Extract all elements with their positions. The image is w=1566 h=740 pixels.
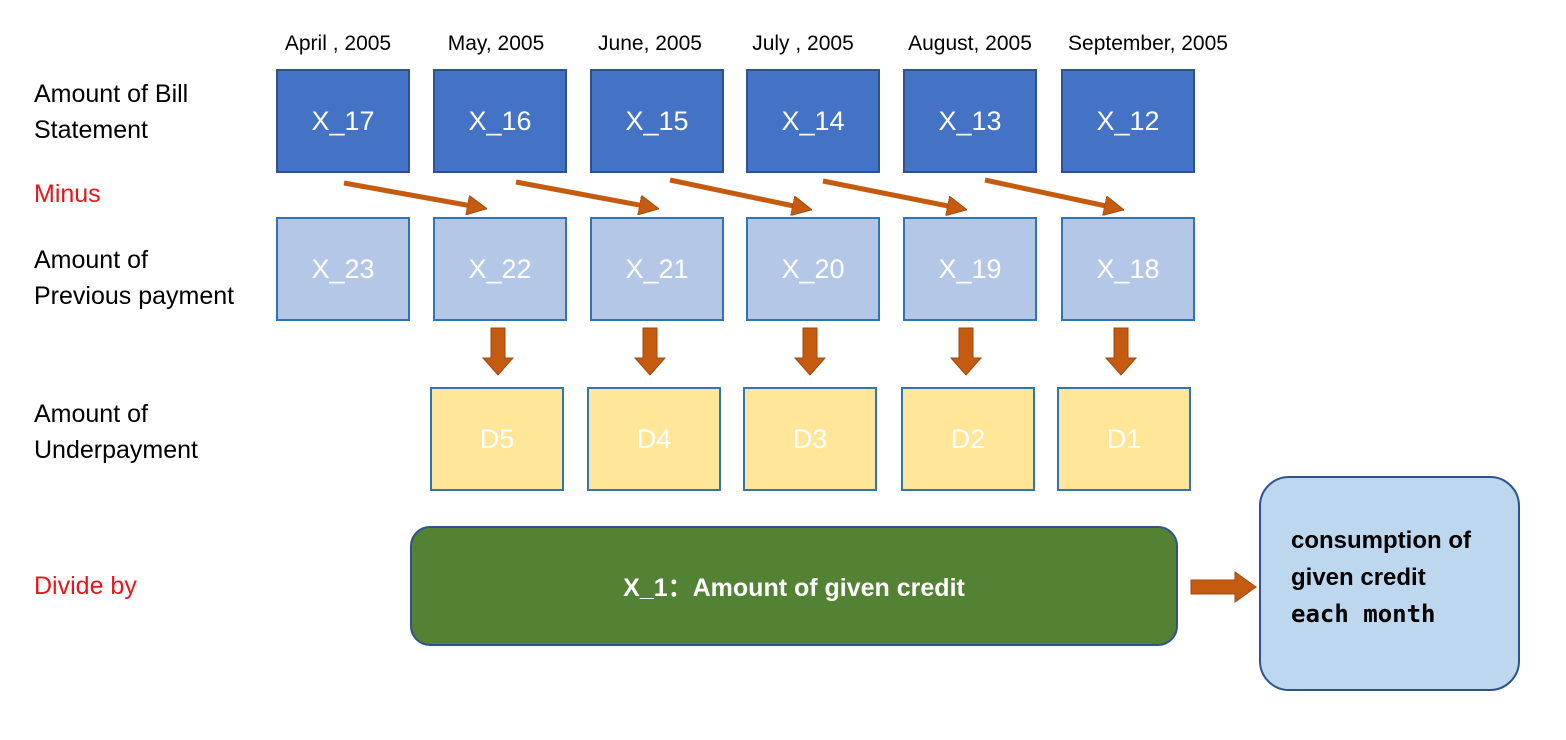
month-header-september: September, 2005 xyxy=(1068,32,1228,55)
month-header-april: April , 2005 xyxy=(284,32,392,55)
month-header-august: August, 2005 xyxy=(908,32,1032,55)
underpayment-box-d5: D5 xyxy=(430,387,564,491)
row-label-bill-line1: Amount of Bill xyxy=(34,80,189,108)
bill-box-x12: X_12 xyxy=(1061,69,1195,173)
row-label-underpayment-line2: Underpayment xyxy=(34,436,198,464)
month-header-june: June, 2005 xyxy=(598,32,702,55)
payment-box-x18: X_18 xyxy=(1061,217,1195,321)
underpayment-box-d1: D1 xyxy=(1057,387,1191,491)
diagonal-arrow-5 xyxy=(984,177,1120,209)
result-box-line1: consumption of xyxy=(1291,527,1471,554)
label-divide-by: Divide by xyxy=(34,572,137,600)
down-arrow-1 xyxy=(481,327,515,376)
diagonal-arrow-4 xyxy=(822,178,963,209)
underpayment-box-d4: D4 xyxy=(587,387,721,491)
diagonal-arrow-1 xyxy=(343,180,483,208)
row-label-payment-line1: Amount of xyxy=(34,246,148,274)
bill-box-x13: X_13 xyxy=(903,69,1037,173)
diagonal-arrow-3 xyxy=(669,177,808,209)
bill-box-x17: X_17 xyxy=(276,69,410,173)
payment-box-x21: X_21 xyxy=(590,217,724,321)
row-label-payment-line2: Previous payment xyxy=(34,282,235,310)
credit-box: X_1：Amount of given credit xyxy=(410,526,1178,646)
label-minus: Minus xyxy=(34,180,101,208)
right-arrow-to-result xyxy=(1190,571,1257,603)
bill-box-x14: X_14 xyxy=(746,69,880,173)
down-arrow-4 xyxy=(949,327,983,376)
down-arrow-2 xyxy=(633,327,667,376)
result-box-line2: given credit xyxy=(1291,564,1426,591)
down-arrow-3 xyxy=(793,327,827,376)
bill-box-x15: X_15 xyxy=(590,69,724,173)
down-arrow-5 xyxy=(1104,327,1138,376)
payment-box-x22: X_22 xyxy=(433,217,567,321)
result-box: consumption of given credit each month xyxy=(1259,476,1520,691)
row-label-underpayment: Amount of Underpayment xyxy=(34,396,198,468)
month-header-july: July , 2005 xyxy=(752,32,854,55)
payment-box-x20: X_20 xyxy=(746,217,880,321)
row-label-payment: Amount of Previous payment xyxy=(34,242,234,314)
row-label-underpayment-line1: Amount of xyxy=(34,400,148,428)
underpayment-box-d2: D2 xyxy=(901,387,1035,491)
month-header-may: May, 2005 xyxy=(447,32,545,55)
payment-box-x19: X_19 xyxy=(903,217,1037,321)
underpayment-box-d3: D3 xyxy=(743,387,877,491)
row-label-bill: Amount of Bill Statement xyxy=(34,76,188,148)
payment-box-x23: X_23 xyxy=(276,217,410,321)
diagonal-arrow-2 xyxy=(515,179,655,208)
bill-box-x16: X_16 xyxy=(433,69,567,173)
result-box-line3: each month xyxy=(1291,600,1436,628)
row-label-bill-line2: Statement xyxy=(34,116,148,144)
